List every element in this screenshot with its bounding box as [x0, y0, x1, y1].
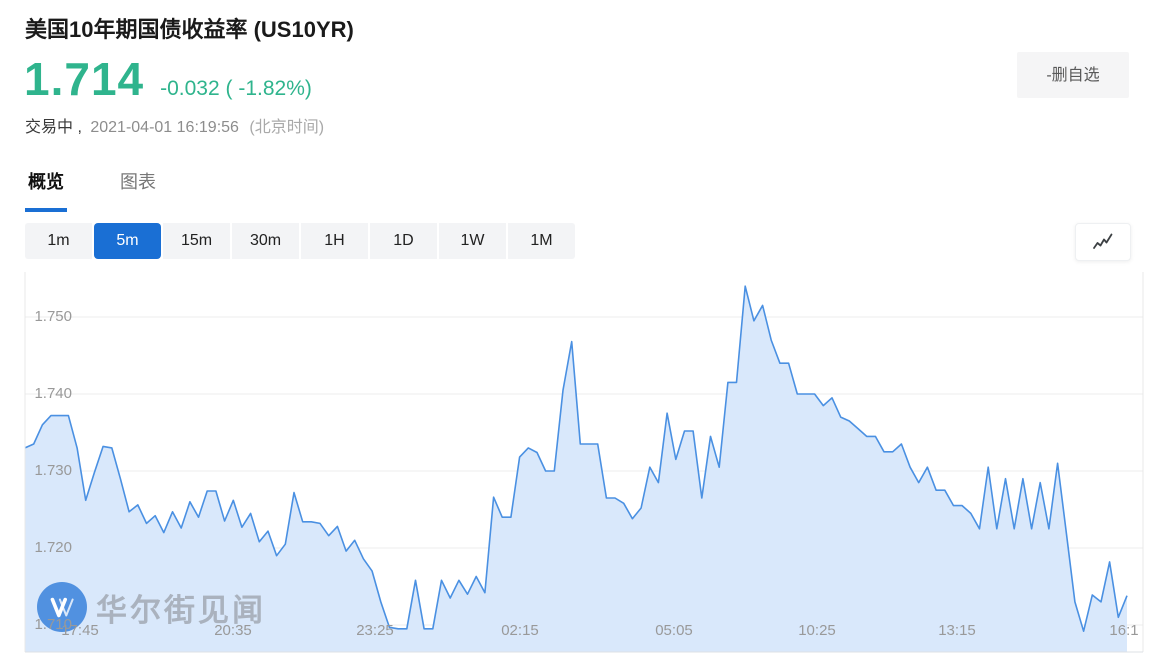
y-axis-label: 1.750	[34, 308, 72, 325]
area-fill	[25, 286, 1127, 652]
interval-1W[interactable]: 1W	[439, 223, 506, 259]
price-line	[24, 285, 1128, 633]
interval-1m[interactable]: 1m	[25, 223, 92, 259]
watermark-text: 华尔街见闻	[96, 593, 266, 628]
price-value: 1.714	[24, 53, 145, 105]
interval-1H[interactable]: 1H	[301, 223, 368, 259]
interval-bar: 1m 5m 15m 30m 1H 1D 1W 1M	[25, 223, 575, 259]
x-axis-label: 13:15	[938, 622, 976, 639]
x-axis-label: 17:45	[61, 622, 99, 639]
trading-status: 交易中 ,	[25, 119, 82, 136]
price-change: -0.032 ( -1.82%)	[160, 77, 312, 100]
interval-1M[interactable]: 1M	[508, 223, 575, 259]
line-chart-icon	[1092, 233, 1114, 251]
remove-watchlist-button[interactable]: -删自选	[1017, 52, 1129, 98]
x-axis-label: 05:05	[655, 622, 693, 639]
tab-chart[interactable]: 图表	[120, 172, 156, 192]
interval-5m[interactable]: 5m	[94, 223, 161, 259]
x-axis-label: 23:25	[356, 622, 394, 639]
quote-timestamp: 2021-04-01 16:19:56	[90, 119, 239, 136]
interval-30m[interactable]: 30m	[232, 223, 299, 259]
y-axis-label: 1.720	[34, 539, 72, 556]
y-axis-label: 1.740	[34, 385, 72, 402]
page-title: 美国10年期国债收益率 (US10YR)	[25, 17, 354, 42]
wallstreetcn-w-logo	[37, 582, 87, 632]
y-axis-label: 1.710	[34, 616, 72, 633]
price-row: 1.714 -0.032 ( -1.82%)	[24, 54, 312, 105]
y-axis-label: 1.730	[34, 462, 72, 479]
x-axis-label: 10:25	[798, 622, 836, 639]
tab-bar: 概览 图表	[25, 168, 159, 212]
x-axis-label: 16:1	[1109, 622, 1139, 639]
chart-style-button[interactable]	[1075, 223, 1131, 261]
timezone-label: (北京时间)	[249, 119, 325, 136]
trading-status-row: 交易中 , 2021-04-01 16:19:56 (北京时间)	[25, 113, 324, 137]
x-axis-label: 02:15	[501, 622, 539, 639]
price-chart-svg	[24, 272, 1144, 653]
interval-1D[interactable]: 1D	[370, 223, 437, 259]
interval-15m[interactable]: 15m	[163, 223, 230, 259]
x-axis-label: 20:35	[214, 622, 252, 639]
tab-overview[interactable]: 概览	[25, 168, 67, 212]
price-chart[interactable]: 华尔街见闻 1.750 1.740 1.730 1.720 1.710 17:45 20:3…	[0, 272, 1161, 672]
